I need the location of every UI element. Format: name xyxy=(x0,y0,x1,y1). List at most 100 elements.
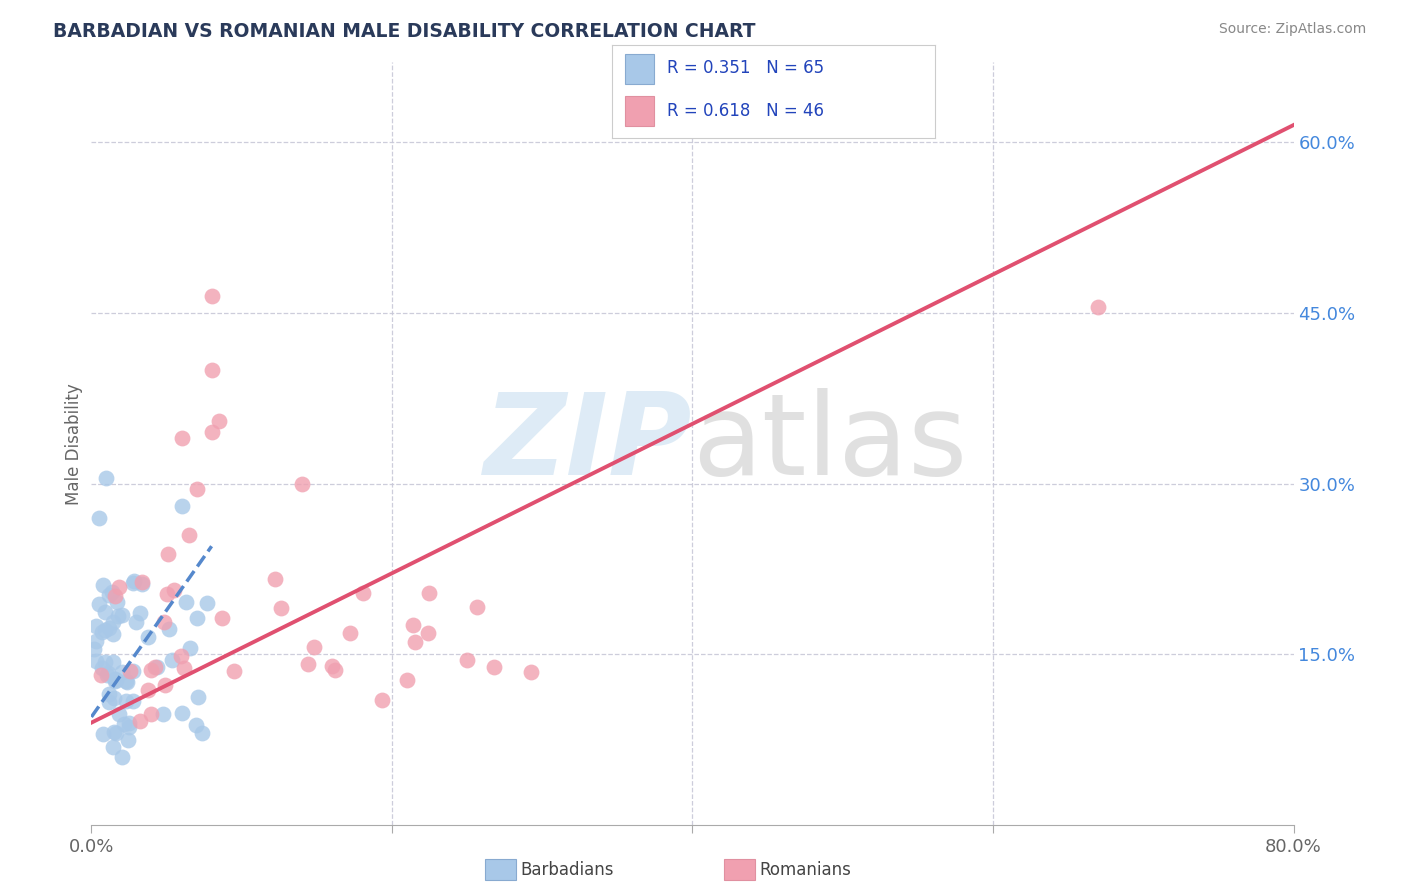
Point xyxy=(297,657,319,671)
Point xyxy=(173,661,195,675)
Point xyxy=(321,658,343,673)
Point xyxy=(339,626,361,640)
Point xyxy=(93,655,115,669)
Point xyxy=(186,611,208,625)
Point xyxy=(157,622,180,636)
Point xyxy=(323,663,346,677)
Point xyxy=(112,717,135,731)
Point xyxy=(141,663,163,677)
Point xyxy=(101,655,124,669)
Point xyxy=(97,665,120,680)
Point xyxy=(211,610,233,624)
Point xyxy=(160,653,183,667)
Point xyxy=(98,588,121,602)
Point xyxy=(110,608,132,623)
Point xyxy=(186,690,208,705)
Point xyxy=(401,618,423,632)
Point xyxy=(83,641,105,656)
Point xyxy=(98,621,121,635)
Point xyxy=(456,653,478,667)
Point xyxy=(179,640,201,655)
Text: R = 0.618   N = 46: R = 0.618 N = 46 xyxy=(666,102,824,120)
Text: R = 0.351   N = 65: R = 0.351 N = 65 xyxy=(666,60,824,78)
Text: Barbadians: Barbadians xyxy=(520,861,614,879)
Point xyxy=(152,706,174,721)
Point xyxy=(418,586,440,600)
Point xyxy=(186,483,208,497)
Point xyxy=(108,580,131,594)
Point xyxy=(224,665,246,679)
Point xyxy=(131,577,153,591)
Point xyxy=(270,601,292,615)
Point xyxy=(170,648,193,663)
Point xyxy=(111,749,134,764)
Point xyxy=(174,595,197,609)
Point xyxy=(208,414,231,428)
Point xyxy=(467,600,489,615)
Point xyxy=(129,714,152,729)
Point xyxy=(87,597,110,611)
Point xyxy=(163,582,186,597)
Point xyxy=(186,718,208,732)
Point xyxy=(93,727,115,741)
Point xyxy=(155,587,177,601)
Point xyxy=(91,625,114,640)
Text: Romanians: Romanians xyxy=(759,861,851,879)
Point xyxy=(170,431,193,445)
Point xyxy=(118,664,141,678)
Point xyxy=(131,575,153,590)
Point xyxy=(141,706,163,721)
Point xyxy=(201,363,224,377)
Point xyxy=(105,673,128,687)
Point xyxy=(84,619,107,633)
FancyBboxPatch shape xyxy=(624,96,654,126)
Point xyxy=(136,683,159,698)
Y-axis label: Male Disability: Male Disability xyxy=(65,383,83,505)
Point xyxy=(121,664,143,678)
Point xyxy=(304,640,326,654)
Point xyxy=(416,625,439,640)
Text: BARBADIAN VS ROMANIAN MALE DISABILITY CORRELATION CHART: BARBADIAN VS ROMANIAN MALE DISABILITY CO… xyxy=(53,22,756,41)
Point xyxy=(108,706,131,721)
Point xyxy=(101,740,124,755)
Point xyxy=(114,693,136,707)
Point xyxy=(195,596,218,610)
Point xyxy=(105,595,128,609)
Point xyxy=(91,577,114,591)
Point xyxy=(201,425,224,440)
Point xyxy=(177,528,200,542)
Point xyxy=(157,548,180,562)
Point xyxy=(101,627,124,641)
Point xyxy=(153,615,176,629)
Point xyxy=(291,476,314,491)
Point xyxy=(482,660,505,674)
Point xyxy=(170,500,193,514)
Point xyxy=(118,720,141,734)
Point xyxy=(103,724,125,739)
Point xyxy=(96,471,118,485)
Point xyxy=(121,575,143,590)
Point xyxy=(104,674,127,689)
Point xyxy=(115,674,138,689)
Text: atlas: atlas xyxy=(692,388,967,500)
Point xyxy=(84,654,107,668)
Point xyxy=(103,690,125,705)
Point xyxy=(90,661,112,675)
Point xyxy=(98,687,121,701)
Point xyxy=(170,706,193,720)
Point xyxy=(128,606,150,620)
Point xyxy=(104,672,127,686)
Point xyxy=(97,695,120,709)
Point xyxy=(404,635,426,649)
Point xyxy=(107,608,129,623)
Point xyxy=(104,726,127,740)
Point xyxy=(94,623,117,637)
Point xyxy=(96,668,118,682)
Point xyxy=(136,630,159,644)
Point xyxy=(371,692,394,706)
Point xyxy=(117,733,139,747)
Point xyxy=(115,674,138,689)
Point xyxy=(124,574,146,588)
Point xyxy=(84,634,107,648)
Point xyxy=(263,573,285,587)
